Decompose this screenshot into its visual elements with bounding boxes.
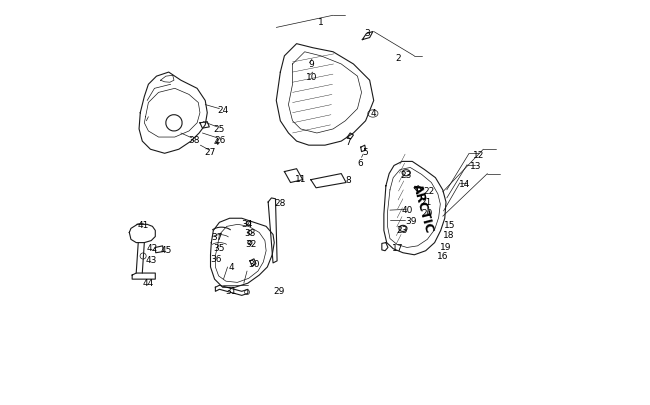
Text: 41: 41 [137, 220, 149, 229]
Text: 4: 4 [229, 263, 235, 272]
Text: 22: 22 [423, 187, 434, 196]
Text: 13: 13 [469, 162, 481, 171]
Text: 17: 17 [393, 243, 404, 252]
Text: 9: 9 [308, 60, 314, 69]
Text: 40: 40 [402, 205, 413, 214]
Text: 18: 18 [443, 230, 454, 239]
Text: 6: 6 [358, 158, 363, 167]
Text: 35: 35 [213, 243, 224, 252]
Text: 4: 4 [371, 109, 376, 118]
Text: 21: 21 [420, 197, 432, 206]
Text: 5: 5 [363, 147, 369, 156]
Text: 44: 44 [143, 278, 154, 287]
Text: 7: 7 [345, 138, 350, 147]
Text: 8: 8 [346, 176, 352, 185]
Text: 30: 30 [248, 260, 260, 269]
Text: 33: 33 [244, 228, 255, 237]
Text: 45: 45 [161, 246, 172, 255]
Text: 43: 43 [146, 256, 157, 264]
Text: 34: 34 [241, 219, 253, 228]
Text: 3: 3 [365, 29, 370, 38]
Text: 15: 15 [443, 220, 455, 229]
Text: 24: 24 [217, 106, 228, 115]
Text: 11: 11 [295, 175, 306, 183]
Text: 37: 37 [212, 232, 223, 241]
Text: 23: 23 [400, 171, 412, 179]
Text: 10: 10 [306, 72, 318, 81]
Text: 20: 20 [422, 208, 433, 217]
Text: 4: 4 [213, 138, 219, 147]
Text: 16: 16 [437, 252, 448, 260]
Text: 23: 23 [396, 226, 408, 234]
Text: ARCTIC: ARCTIC [410, 182, 436, 234]
Text: 26: 26 [214, 135, 226, 144]
Text: 27: 27 [205, 147, 216, 156]
Text: 31: 31 [225, 286, 237, 295]
Text: 36: 36 [211, 254, 222, 263]
Text: 19: 19 [440, 243, 452, 252]
Text: 29: 29 [274, 286, 285, 295]
Text: 39: 39 [406, 216, 417, 225]
Text: 12: 12 [473, 150, 484, 159]
Text: 42: 42 [147, 243, 158, 252]
Text: 25: 25 [214, 124, 225, 133]
Text: 1: 1 [318, 18, 324, 27]
Text: 28: 28 [275, 199, 286, 208]
Text: 14: 14 [460, 180, 471, 189]
Text: 2: 2 [395, 54, 401, 63]
Text: 32: 32 [246, 239, 257, 248]
Text: 38: 38 [188, 135, 200, 144]
